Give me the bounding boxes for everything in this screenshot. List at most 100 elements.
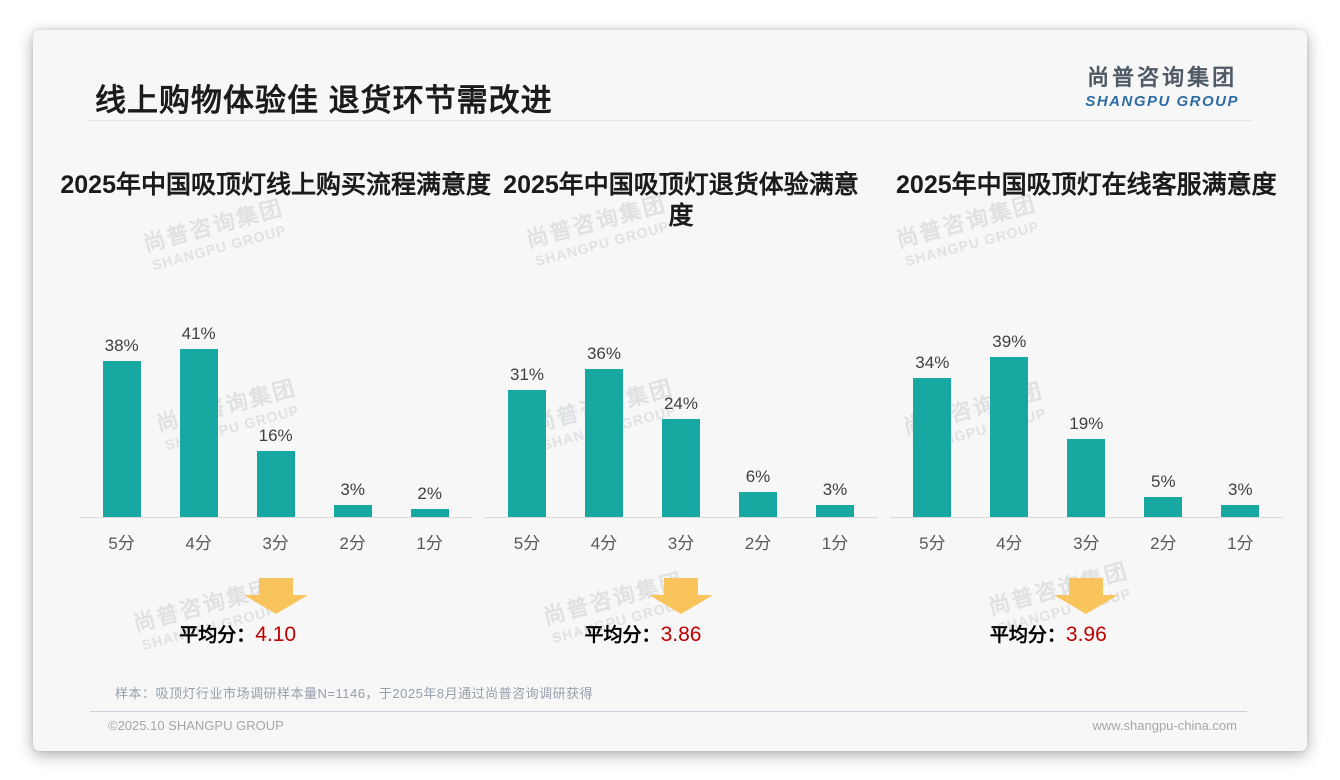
bar-value-label: 34% — [915, 352, 950, 372]
category-label: 4分 — [185, 534, 212, 553]
sample-footnote: 样本：吸顶灯行业市场调研样本量N=1146，于2025年8月通过尚普咨询调研获得 — [115, 686, 594, 701]
down-arrow-icon — [884, 578, 1289, 614]
bar-value-label: 6% — [745, 467, 771, 487]
bar — [507, 389, 546, 517]
bar-column: 38% — [102, 336, 141, 517]
x-axis-line — [484, 517, 878, 518]
chart-title: 2025年中国吸顶灯线上购买流程满意度 — [60, 171, 491, 199]
bar-column: 3% — [1221, 479, 1260, 517]
bar-plot: 31% 36% 24% 6% 3% — [478, 250, 883, 517]
bar — [256, 451, 295, 517]
bar — [102, 361, 141, 517]
average-score-row: 平均分：3.86 — [440, 620, 845, 647]
bar-plot: 34% 39% 19% 5% 3% — [884, 250, 1289, 517]
x-axis-line — [889, 517, 1283, 518]
bar-value-label: 36% — [586, 344, 621, 364]
category-label: 4分 — [996, 534, 1023, 553]
bar-column: 36% — [584, 344, 623, 517]
category-label: 2分 — [744, 534, 772, 553]
category-label: 3分 — [1073, 534, 1100, 553]
average-value: 3.86 — [660, 623, 702, 646]
bar-value-label: 3% — [340, 479, 365, 499]
bar — [333, 504, 372, 517]
bar-column: 6% — [738, 467, 777, 517]
bar — [1144, 496, 1183, 517]
average-score-row: 平均分：3.96 — [846, 620, 1251, 647]
chart-online-service-satisfaction: 2025年中国吸顶灯在线客服满意度 34% 39% 19% 5% 3% 5分 4分 3分 2分… — [884, 170, 1289, 647]
down-arrow-icon — [73, 578, 478, 614]
footer-divider — [90, 711, 1247, 712]
bar-value-label: 24% — [663, 393, 698, 413]
bar — [661, 418, 700, 517]
average-label: 平均分： — [584, 625, 661, 646]
bar — [1221, 504, 1260, 517]
bar-value-label: 16% — [258, 426, 293, 446]
category-label: 5分 — [919, 534, 946, 553]
bar-value-label: 5% — [1151, 471, 1176, 491]
bar — [1067, 439, 1106, 517]
logo-chinese-text: 尚普咨询集团 — [1087, 65, 1238, 90]
bar-column: 24% — [661, 393, 700, 517]
category-axis: 5分 4分 3分 2分 1分 — [73, 529, 478, 554]
category-label: 4分 — [590, 534, 618, 553]
bar-value-label: 3% — [1228, 479, 1253, 499]
bar — [815, 504, 854, 517]
category-label: 1分 — [1227, 534, 1254, 553]
chart-return-experience-satisfaction: 2025年中国吸顶灯退货体验满意度 31% 36% 24% 6% 3% 5分 4分 3分 2分… — [478, 170, 883, 647]
bar — [584, 369, 623, 517]
bar-column: 31% — [507, 364, 546, 517]
category-label: 2分 — [1150, 534, 1177, 553]
bar-value-label: 3% — [822, 479, 848, 499]
bar-column: 2% — [410, 483, 449, 517]
bar — [179, 348, 218, 517]
category-label: 2分 — [339, 534, 366, 553]
footer-row: ©2025.10 SHANGPU GROUP www.shangpu-china… — [108, 718, 1237, 733]
average-value: 3.96 — [1065, 623, 1107, 646]
slide: 尚普咨询集团 SHANGPU GROUP 尚普咨询集团 SHANGPU GROUP 尚普… — [33, 30, 1307, 751]
bar-column: 34% — [913, 352, 952, 517]
bar-value-label: 39% — [992, 332, 1027, 352]
bar-column: 3% — [333, 479, 372, 517]
average-label: 平均分： — [179, 625, 256, 646]
chart-title: 2025年中国吸顶灯退货体验满意度 — [503, 171, 859, 231]
bar-value-label: 31% — [509, 364, 544, 384]
bar-column: 16% — [256, 426, 295, 517]
bar-column: 41% — [179, 323, 218, 517]
website-text: www.shangpu-china.com — [1092, 718, 1237, 733]
bar-value-label: 19% — [1069, 414, 1104, 434]
chart-title: 2025年中国吸顶灯在线客服满意度 — [896, 171, 1277, 199]
category-label: 1分 — [416, 534, 443, 553]
bar — [410, 508, 449, 517]
category-label: 5分 — [108, 534, 135, 553]
header-divider — [88, 120, 1252, 121]
category-label: 1分 — [821, 534, 849, 553]
bar-value-label: 41% — [181, 323, 216, 343]
bar-value-label: 38% — [104, 336, 139, 356]
bar-column: 39% — [990, 332, 1029, 517]
bar-value-label: 2% — [417, 483, 442, 503]
bar-column: 3% — [815, 479, 854, 517]
bar-column: 5% — [1144, 471, 1183, 517]
category-label: 3分 — [262, 534, 289, 553]
bar-plot: 38% 41% 16% 3% 2% — [73, 250, 478, 517]
chart-online-purchase-satisfaction: 2025年中国吸顶灯线上购买流程满意度 38% 41% 16% 3% 2% 5分 4分 3分… — [60, 170, 491, 647]
down-arrow-icon — [478, 578, 883, 614]
company-logo: 尚普咨询集团 SHANGPU GROUP — [1085, 60, 1239, 110]
bar-column: 19% — [1067, 414, 1106, 517]
category-label: 5分 — [513, 534, 541, 553]
bar — [913, 377, 952, 517]
average-label: 平均分： — [989, 625, 1066, 646]
copyright-text: ©2025.10 SHANGPU GROUP — [108, 718, 284, 733]
average-score-row: 平均分：4.10 — [35, 620, 440, 647]
category-label: 3分 — [667, 534, 695, 553]
bar — [990, 357, 1029, 517]
category-axis: 5分 4分 3分 2分 1分 — [884, 529, 1289, 554]
charts-row: 2025年中国吸顶灯线上购买流程满意度 38% 41% 16% 3% 2% 5分 4分 3分… — [60, 170, 1289, 647]
average-value: 4.10 — [255, 623, 297, 646]
bar — [738, 492, 777, 517]
page-title: 线上购物体验佳 退货环节需改进 — [95, 83, 553, 118]
x-axis-line — [79, 517, 473, 518]
category-axis: 5分 4分 3分 2分 1分 — [478, 529, 883, 554]
logo-english-text: SHANGPU GROUP — [1085, 93, 1239, 110]
